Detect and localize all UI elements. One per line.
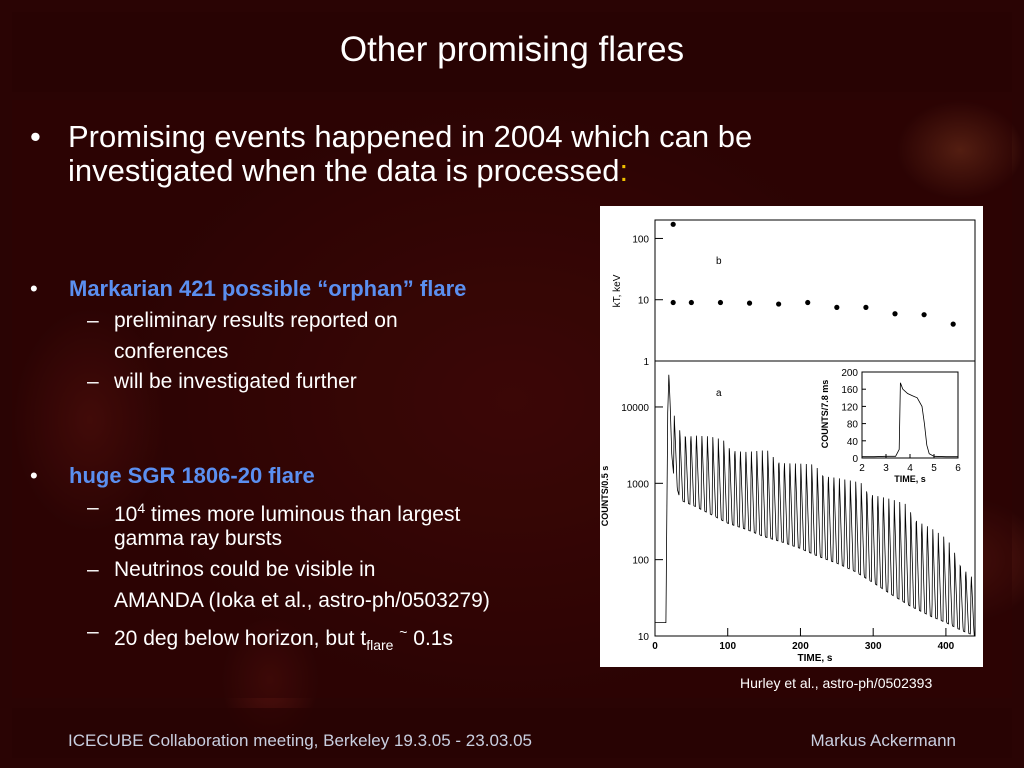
sgr-heading: huge SGR 1806-20 flare (69, 463, 315, 488)
panel-b-point (921, 312, 927, 318)
intro-colon: : (619, 153, 629, 188)
panel-b-point (670, 221, 676, 227)
dash: – (87, 496, 99, 519)
panel-b-point (892, 311, 898, 317)
panel-a-ytick-label: 10000 (621, 403, 649, 414)
panel-b-ytick-label: 1 (643, 357, 649, 368)
inset-xtick-label: 4 (907, 463, 913, 474)
figure-citation: Hurley et al., astro-ph/0502393 (740, 675, 933, 691)
footer-author: Markus Ackermann (810, 731, 957, 750)
panel-b-point (776, 301, 782, 307)
panel-b-point (805, 299, 811, 306)
markarian-sub1-line1: preliminary results reported on (114, 309, 398, 332)
inset-ytick-label: 80 (847, 420, 859, 431)
panel-b-ylabel: kT, keV (612, 274, 623, 307)
intro-text: Promising events happened in 2004 which … (68, 119, 753, 188)
dash: – (87, 370, 99, 393)
panel-b-point (688, 299, 694, 306)
panel-a-xtick-label: 0 (652, 641, 658, 652)
panel-b-point (717, 299, 724, 306)
panel-a-label: a (716, 388, 722, 399)
inset-ytick-label: 0 (852, 454, 858, 465)
inset-ytick-label: 200 (841, 368, 858, 379)
inset-xlabel: TIME, s (894, 474, 926, 484)
panel-b-point (834, 304, 840, 310)
panel-b-label: b (716, 256, 722, 267)
panel-a-xtick-label: 300 (865, 641, 882, 652)
inset-xtick-label: 5 (931, 463, 937, 474)
inset-ylabel: COUNTS/7.8 ms (820, 380, 830, 449)
sgr-sub3-line1: 20 deg below horizon, but tflare ~ 0.1s (114, 624, 453, 654)
sgr-sub2-line1: Neutrinos could be visible in (114, 558, 376, 581)
inset-xtick-label: 3 (883, 463, 889, 474)
footer-band (12, 708, 1012, 758)
dash: – (87, 309, 99, 332)
panel-a-ytick-label: 1000 (627, 479, 650, 490)
bullet-symbol: • (30, 463, 38, 488)
slide-title: Other promising flares (339, 30, 685, 69)
inset-ytick-label: 120 (841, 402, 858, 413)
panel-a-ylabel: COUNTS/0.5 s (600, 466, 610, 527)
panel-b-point (746, 300, 753, 306)
sgr-sub1-line1: 104 times more luminous than largest (114, 500, 461, 526)
markarian-sub1-line2: conferences (114, 340, 229, 363)
panel-b-point (950, 321, 956, 327)
panel-a-xtick-label: 100 (719, 641, 736, 652)
hurley-figure: 1 10 100 kT, keV b 10 100 1000 10000 0 100 200 300 40… (600, 206, 983, 667)
panel-a-ytick-label: 10 (638, 632, 650, 643)
footer-meeting: ICECUBE Collaboration meeting, Berkeley … (68, 731, 532, 750)
inset-ytick-label: 40 (847, 437, 859, 448)
panel-b-point (863, 304, 869, 310)
markarian-sub2-line1: will be investigated further (114, 370, 357, 393)
panel-a-xlabel: TIME, s (797, 653, 832, 664)
panel-a-frame (654, 360, 976, 637)
panel-b-ytick-label: 10 (638, 296, 650, 307)
bullet-symbol: • (30, 119, 41, 154)
inset-xtick-label: 6 (955, 463, 961, 474)
panel-a-lightcurve (655, 374, 976, 637)
panel-b-frame (654, 219, 976, 362)
title-band (12, 12, 1012, 92)
markarian-heading: Markarian 421 possible “orphan” flare (69, 276, 467, 301)
panel-b-ytick-label: 100 (632, 234, 649, 245)
sgr-sub2-line2: AMANDA (Ioka et al., astro-ph/0503279) (114, 589, 490, 612)
inset-xtick-label: 2 (859, 463, 865, 474)
panel-a-ytick-label: 100 (632, 556, 649, 567)
dash: – (87, 558, 99, 581)
inset-ytick-label: 160 (841, 385, 858, 396)
bullet-symbol: • (30, 276, 38, 301)
panel-a-xtick-label: 400 (938, 641, 955, 652)
dash: – (87, 620, 99, 643)
sgr-sub1-line2: gamma ray bursts (114, 527, 283, 550)
panel-a-xtick-label: 200 (792, 641, 809, 652)
panel-b-point (670, 299, 676, 306)
inset-frame (861, 371, 959, 459)
inset-curve (862, 382, 958, 458)
